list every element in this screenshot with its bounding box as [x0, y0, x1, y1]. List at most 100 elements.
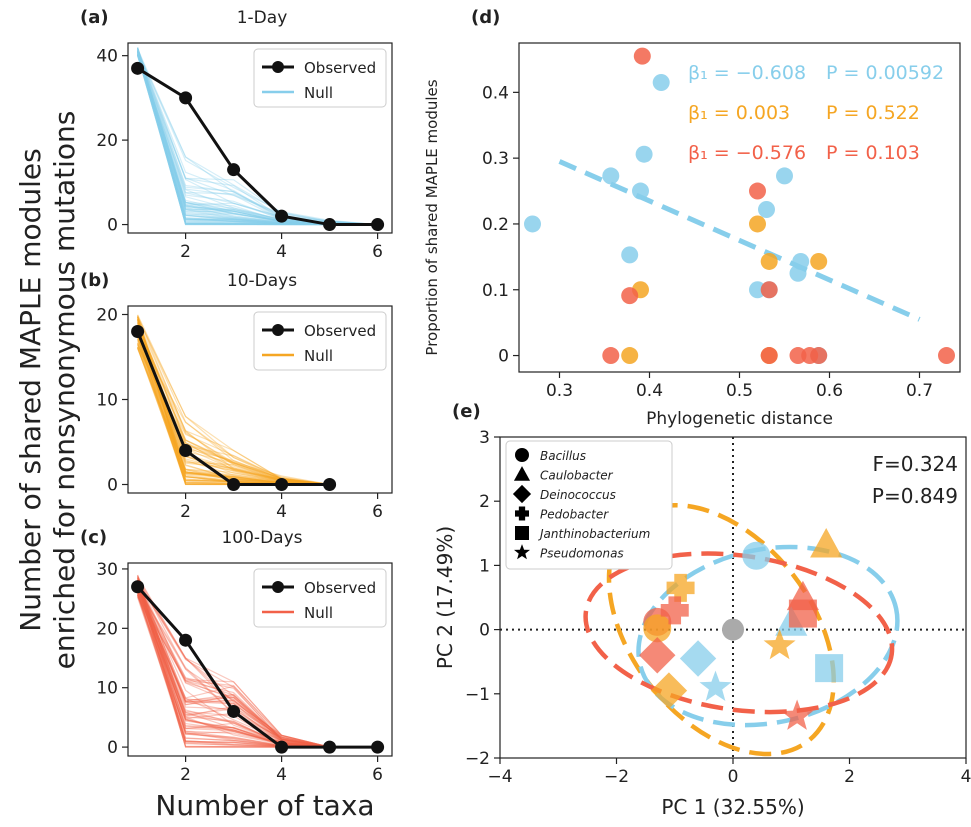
y-tick-label: 0 — [498, 347, 509, 367]
y-tick-label: 3 — [479, 428, 490, 448]
legend-observed-marker — [272, 581, 284, 593]
null-line — [137, 314, 330, 486]
data-point-red — [633, 47, 651, 65]
shared-ylabel-line2: enriched for nonsynonymous mutations — [48, 111, 81, 670]
x-tick-label: 4 — [276, 502, 287, 522]
x-tick-label: 4 — [276, 765, 287, 785]
y-tick-label: −2 — [465, 749, 490, 769]
data-point-blue — [621, 246, 639, 264]
panel-c: 2 4 6 0 10 20 30 (c) 100-Days Observed Null — [80, 527, 393, 785]
data-point-orange — [621, 347, 639, 365]
observed-point — [323, 740, 337, 754]
null-line — [137, 51, 378, 226]
shared-xlabel: Number of taxa — [155, 789, 374, 822]
y-tick-label: 10 — [96, 679, 118, 699]
star-marker-orange — [763, 628, 796, 660]
legend-label: Caulobacter — [540, 469, 614, 483]
legend-triangle-marker — [513, 466, 531, 481]
x-tick-label: 2 — [844, 767, 855, 787]
legend-star-marker — [514, 544, 530, 560]
null-line — [137, 328, 330, 486]
y-tick-label: 0 — [107, 216, 118, 236]
x-axis-label: PC 1 (32.55%) — [661, 795, 804, 819]
x-tick-label: 6 — [372, 765, 383, 785]
y-tick-label: 20 — [96, 306, 118, 326]
null-line — [137, 344, 330, 486]
data-point-blue — [792, 252, 810, 270]
data-point-blue — [758, 200, 775, 218]
observed-point — [179, 444, 193, 457]
legend-label: Bacillus — [540, 449, 586, 463]
x-tick-label: 0.6 — [816, 381, 843, 401]
data-point-blue — [602, 167, 620, 185]
data-point-blue — [632, 182, 649, 200]
y-tick-label: 0 — [479, 621, 490, 641]
x-tick-label: 0.5 — [726, 381, 753, 401]
y-tick-label: 40 — [96, 47, 118, 67]
null-line — [137, 47, 378, 226]
star-marker-blue — [699, 670, 732, 701]
circle-marker-blue — [742, 541, 771, 570]
y-tick-label: 0.4 — [482, 83, 509, 103]
panel-d: 0.3 0.4 0.5 0.6 0.7 0 0.1 0.2 0.3 0.4 (d) Phylogene… — [423, 7, 961, 429]
legend-box — [505, 440, 673, 570]
square-marker-blue — [815, 654, 844, 683]
null-line — [137, 329, 330, 486]
null-line — [137, 49, 378, 226]
null-line — [137, 315, 330, 486]
panel-letter: e — [460, 401, 472, 422]
legend-plus-marker — [515, 506, 529, 521]
observed-point — [227, 704, 241, 718]
shared-ylabel-line1: Number of shared MAPLE modules — [14, 148, 47, 631]
legend-observed-label: Observed — [304, 59, 376, 77]
y-tick-label: 2 — [479, 492, 490, 512]
observed-point — [227, 478, 241, 491]
x-axis-label: Phylogenetic distance — [646, 409, 833, 429]
y-tick-label: 0.3 — [482, 149, 509, 169]
observed-point — [275, 478, 289, 491]
data-point-red — [760, 281, 778, 299]
panel-letter: a — [88, 7, 100, 28]
null-line — [137, 343, 330, 486]
observed-point — [179, 91, 193, 105]
data-point-blue — [652, 73, 670, 91]
null-line — [137, 316, 330, 486]
panel-label: (a) — [80, 7, 109, 28]
data-point-blue — [776, 167, 793, 185]
x-tick-label: 2 — [180, 242, 191, 262]
data-point-blue — [749, 281, 766, 299]
annotation-p: P = 0.522 — [826, 102, 920, 124]
observed-point — [131, 325, 145, 338]
plus-marker-orange — [666, 573, 695, 602]
null-line — [137, 333, 330, 486]
origin-point — [722, 618, 744, 641]
legend-square-marker — [515, 526, 529, 540]
null-line — [137, 48, 378, 226]
y-tick-label: −1 — [465, 685, 490, 705]
null-line — [137, 54, 378, 226]
data-point-red — [749, 182, 766, 200]
panel-letter: c — [88, 527, 99, 548]
triangle-marker-orange — [810, 528, 843, 558]
null-line — [137, 330, 330, 486]
null-line — [137, 322, 330, 486]
legend-label: Janthinobacterium — [538, 527, 650, 541]
data-point-orange — [749, 215, 766, 233]
observed-point — [323, 478, 337, 491]
null-line — [137, 50, 378, 226]
legend-observed-label: Observed — [304, 579, 376, 597]
data-point-red — [602, 347, 620, 365]
null-line — [137, 319, 330, 486]
x-tick-label: 6 — [372, 502, 383, 522]
observed-line — [136, 67, 378, 227]
data-point-red — [938, 347, 955, 365]
legend-null-label: Null — [304, 347, 333, 365]
null-line — [137, 339, 330, 486]
fit-line — [558, 159, 921, 322]
x-tick-label: 2 — [180, 502, 191, 522]
panel-b: 2 4 6 0 10 20 (b) 10-Days Observed Null — [80, 270, 393, 522]
null-line — [137, 54, 378, 226]
diamond-marker-orange — [650, 672, 688, 709]
legend-null-label: Null — [304, 604, 333, 622]
